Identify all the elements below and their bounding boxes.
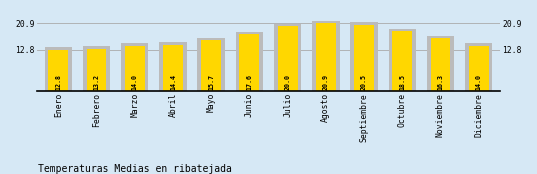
Bar (159, 42, 187, 92)
Bar (201, 40, 221, 92)
Bar (125, 46, 144, 92)
Bar (83, 46, 110, 92)
Text: 14.0: 14.0 (132, 74, 137, 90)
Text: 14.0: 14.0 (476, 74, 482, 90)
Text: 18.5: 18.5 (400, 74, 405, 90)
Text: 20.9: 20.9 (323, 74, 329, 90)
Text: 16.3: 16.3 (438, 74, 444, 90)
Bar (427, 36, 454, 92)
Bar (274, 24, 301, 92)
Bar (198, 38, 225, 92)
Bar (236, 32, 263, 92)
Text: 20.5: 20.5 (361, 74, 367, 90)
Text: 14.4: 14.4 (170, 74, 176, 90)
Bar (48, 50, 68, 92)
Bar (431, 38, 451, 92)
Text: Temperaturas Medias en ribatejada: Temperaturas Medias en ribatejada (38, 164, 231, 174)
Bar (86, 49, 106, 92)
Text: 13.2: 13.2 (93, 74, 99, 90)
Bar (45, 47, 72, 92)
Bar (240, 34, 259, 92)
Text: 17.6: 17.6 (246, 74, 252, 90)
Bar (465, 43, 492, 92)
Bar (469, 46, 489, 92)
Bar (121, 43, 149, 92)
Bar (163, 45, 183, 92)
Bar (278, 26, 297, 92)
Bar (354, 25, 374, 92)
Text: 12.8: 12.8 (55, 74, 61, 90)
Bar (316, 23, 336, 92)
Bar (312, 21, 339, 92)
Bar (350, 22, 378, 92)
Text: 15.7: 15.7 (208, 74, 214, 90)
Text: 20.0: 20.0 (285, 74, 291, 90)
Bar (393, 31, 412, 92)
Bar (388, 29, 416, 92)
